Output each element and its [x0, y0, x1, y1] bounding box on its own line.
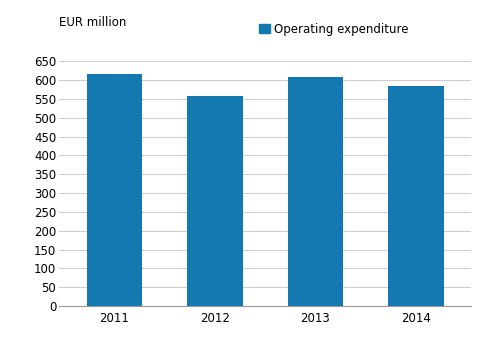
Text: EUR million: EUR million	[59, 16, 126, 29]
Bar	[288, 78, 343, 306]
Bar	[187, 96, 243, 306]
Legend: Operating expenditure: Operating expenditure	[254, 18, 413, 40]
Bar	[388, 86, 444, 306]
Bar	[86, 74, 142, 306]
